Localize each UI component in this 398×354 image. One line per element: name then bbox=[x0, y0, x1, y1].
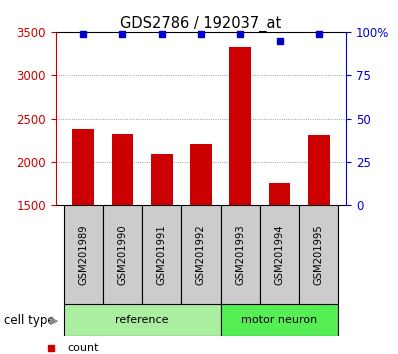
Text: motor neuron: motor neuron bbox=[242, 315, 318, 325]
Bar bbox=[299, 205, 338, 304]
Bar bbox=[269, 183, 290, 205]
Bar bbox=[103, 205, 142, 304]
Text: ▶: ▶ bbox=[50, 315, 58, 325]
Text: reference: reference bbox=[115, 315, 169, 325]
Bar bbox=[220, 205, 260, 304]
Title: GDS2786 / 192037_at: GDS2786 / 192037_at bbox=[120, 16, 282, 32]
Bar bbox=[72, 129, 94, 205]
Bar bbox=[181, 205, 220, 304]
Bar bbox=[260, 205, 299, 304]
Bar bbox=[220, 304, 338, 336]
Text: GSM201990: GSM201990 bbox=[117, 224, 127, 285]
Bar bbox=[230, 47, 251, 205]
Bar bbox=[142, 205, 181, 304]
Text: GSM201995: GSM201995 bbox=[314, 224, 324, 285]
Text: GSM201991: GSM201991 bbox=[157, 224, 167, 285]
Bar bbox=[190, 144, 212, 205]
Bar bbox=[308, 135, 330, 205]
Text: GSM201989: GSM201989 bbox=[78, 224, 88, 285]
Text: cell type: cell type bbox=[4, 314, 55, 327]
Text: GSM201994: GSM201994 bbox=[275, 224, 285, 285]
Bar bbox=[64, 205, 103, 304]
Text: GSM201992: GSM201992 bbox=[196, 224, 206, 285]
Bar bbox=[112, 134, 133, 205]
Bar bbox=[64, 304, 220, 336]
Text: GSM201993: GSM201993 bbox=[235, 224, 245, 285]
Bar bbox=[151, 154, 172, 205]
Text: count: count bbox=[67, 343, 99, 353]
